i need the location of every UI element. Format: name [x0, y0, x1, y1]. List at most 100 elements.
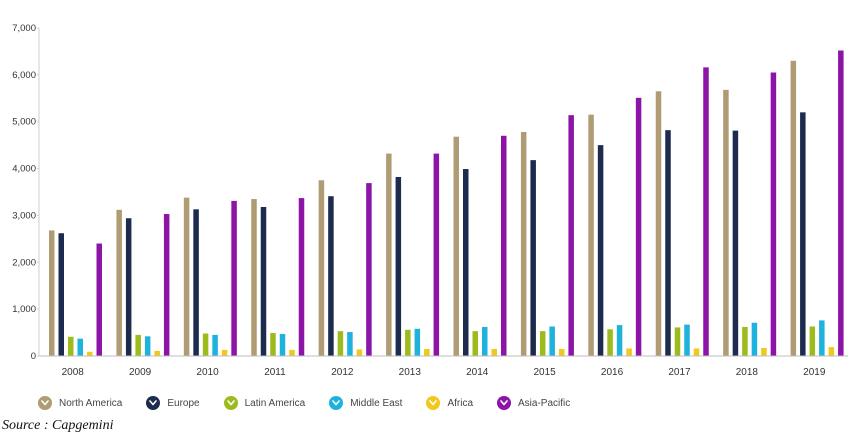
bar: [433, 153, 440, 356]
bar: [87, 351, 93, 356]
bar: [723, 89, 729, 356]
x-tick-label: 2014: [466, 367, 489, 378]
x-tick-label: 2013: [399, 367, 422, 378]
bar: [221, 349, 228, 356]
legend-item[interactable]: Asia-Pacific: [497, 396, 570, 410]
legend-label: Africa: [447, 397, 474, 409]
bar: [616, 325, 623, 356]
x-tick-label: 2011: [264, 367, 286, 378]
y-tick-label: 5,000: [12, 117, 36, 128]
x-tick-label: 2017: [668, 367, 691, 378]
bar: [125, 218, 132, 356]
bar: [318, 180, 325, 356]
bar: [395, 177, 402, 356]
chevron-down-icon: [38, 396, 52, 410]
x-tick-label: 2016: [601, 367, 624, 378]
bar: [68, 336, 74, 356]
x-tick-label: 2019: [803, 367, 826, 378]
legend-label: Middle East: [350, 397, 403, 409]
bar: [549, 326, 555, 356]
bar: [482, 326, 488, 356]
bar: [212, 334, 218, 356]
y-tick-label: 7,000: [12, 23, 36, 34]
bar: [703, 67, 709, 357]
source-note: Source : Capgemini: [2, 418, 114, 433]
bar: [270, 333, 276, 356]
x-tick-label: 2009: [129, 367, 152, 378]
bar: [58, 233, 64, 356]
bar: [742, 326, 748, 356]
chevron-down-icon: [146, 396, 161, 410]
bar: [231, 200, 237, 356]
bar: [347, 332, 353, 356]
bar: [405, 329, 411, 356]
y-tick-label: 4,000: [12, 164, 36, 175]
legend-item[interactable]: Europe: [146, 396, 200, 410]
bar: [116, 209, 122, 356]
bar: [491, 348, 497, 356]
bar: [202, 333, 209, 356]
bar: [828, 347, 835, 356]
bar: [424, 348, 430, 356]
bar: [520, 132, 527, 356]
y-tick-label: 2,000: [12, 257, 36, 268]
bar: [298, 198, 305, 356]
legend-item[interactable]: Middle East: [329, 396, 402, 410]
legend-label: Europe: [167, 397, 200, 409]
bar: [751, 322, 758, 356]
y-tick-label: 6,000: [12, 70, 36, 81]
bars: [49, 50, 844, 357]
bar: [770, 72, 777, 356]
bar: [684, 324, 690, 356]
bar: [337, 331, 344, 356]
x-tick-label: 2018: [736, 367, 759, 378]
chevron-down-icon: [497, 396, 512, 410]
bar: [809, 326, 816, 356]
bar: [366, 183, 372, 356]
chevron-down-icon: [426, 396, 441, 410]
x-axis-labels: 2008 2009 2010 2011 2012 2013 2014 2015 2016 2017…: [62, 367, 826, 378]
bar: [193, 209, 199, 356]
chart-legend: North America Europe Latin America Middle E…: [38, 395, 570, 411]
legend-item[interactable]: Africa: [426, 396, 473, 410]
bar: [819, 320, 825, 356]
bar: [154, 350, 160, 356]
bar: [96, 243, 102, 356]
chevron-down-icon: [329, 396, 344, 410]
bar: [588, 114, 594, 356]
legend-item[interactable]: North America: [38, 396, 122, 410]
bar: [635, 97, 642, 356]
bar: [800, 112, 806, 356]
bar: [260, 206, 267, 356]
legend-label: North America: [59, 397, 123, 409]
bar: [144, 336, 151, 356]
x-tick-label: 2008: [62, 367, 85, 378]
bar: [328, 196, 334, 356]
bar: [135, 334, 141, 356]
bar: [472, 331, 478, 356]
bar: [539, 331, 546, 356]
bar: [693, 348, 700, 356]
legend-label: Latin America: [244, 397, 306, 409]
bar: [251, 199, 257, 356]
legend-item[interactable]: Latin America: [223, 396, 306, 410]
legend-label: Asia-Pacific: [518, 397, 571, 409]
y-tick-label: 3,000: [12, 210, 36, 221]
bar: [790, 60, 797, 357]
bar: [386, 153, 392, 356]
bar: [665, 130, 671, 356]
x-tick-label: 2015: [534, 367, 557, 378]
bar: [77, 338, 83, 356]
bar: [607, 329, 613, 356]
y-tick-label: 1,000: [12, 304, 36, 315]
y-tick-label: 0: [31, 351, 36, 362]
bar: [289, 349, 295, 356]
x-tick-label: 2010: [196, 367, 219, 378]
bar: [501, 135, 507, 356]
y-axis-ticks: 0 1,000 2,000 3,000 4,000 5,000 6,000 7,000: [12, 23, 39, 362]
bar: [655, 91, 662, 356]
chevron-down-icon: [223, 396, 238, 410]
bar: [597, 145, 604, 356]
bar: [568, 115, 574, 357]
